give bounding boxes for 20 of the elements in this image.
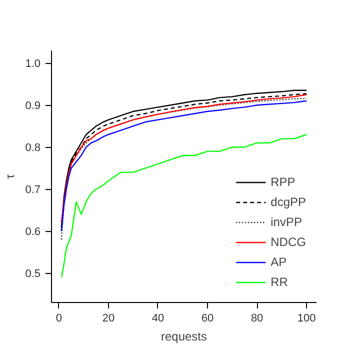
x-tick-label: 80 bbox=[250, 312, 264, 324]
legend-label: invPP bbox=[270, 215, 302, 229]
x-tick-label: 100 bbox=[297, 312, 316, 324]
x-axis-title: requests bbox=[160, 330, 208, 344]
x-tick-label: 40 bbox=[152, 312, 164, 324]
x-tick-label: 0 bbox=[56, 312, 62, 324]
y-axis-title: τ bbox=[3, 174, 18, 179]
y-tick-label: 1.0 bbox=[25, 58, 41, 70]
y-tick-label: 0.6 bbox=[25, 226, 41, 238]
y-tick-label: 0.5 bbox=[25, 268, 41, 280]
x-tick-label: 60 bbox=[201, 312, 214, 324]
y-tick-label: 0.8 bbox=[25, 142, 41, 154]
y-tick-label: 0.9 bbox=[25, 100, 41, 112]
legend-label: AP bbox=[270, 255, 288, 269]
legend-label: RR bbox=[270, 275, 289, 289]
x-tick-label: 20 bbox=[102, 312, 115, 324]
legend-label: dcgPP bbox=[270, 195, 306, 209]
legend-label: NDCG bbox=[270, 235, 306, 249]
y-tick-label: 0.7 bbox=[25, 184, 41, 196]
legend-label: RPP bbox=[270, 175, 296, 189]
